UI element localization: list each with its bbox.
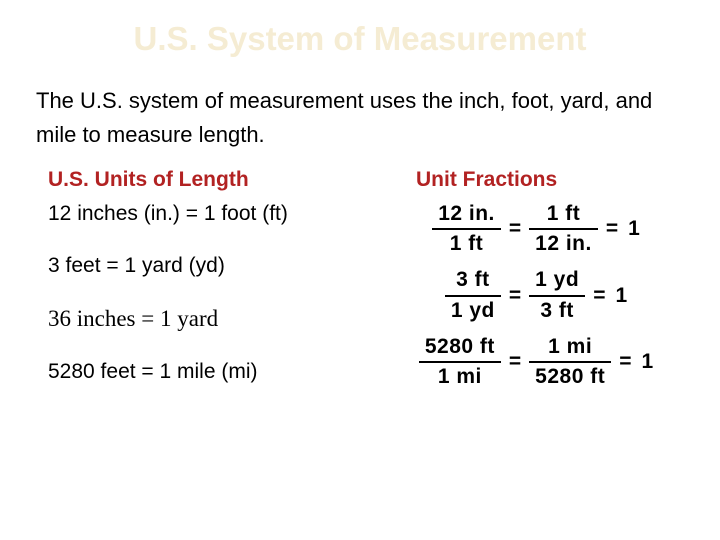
denominator: 1 mi bbox=[432, 365, 488, 389]
equals-sign: = bbox=[593, 284, 605, 308]
unit-line: 12 inches (in.) = 1 foot (ft) bbox=[48, 202, 388, 226]
fraction-bar bbox=[445, 295, 501, 297]
equals-sign: = bbox=[509, 217, 521, 241]
numerator: 1 ft bbox=[541, 202, 587, 226]
fraction: 5280 ft 1 mi bbox=[419, 335, 501, 389]
result: 1 bbox=[641, 350, 653, 374]
left-column: U.S. Units of Length 12 inches (in.) = 1… bbox=[48, 168, 388, 412]
equation-row: 3 ft 1 yd = 1 yd 3 ft = 1 bbox=[388, 268, 684, 322]
fraction-bar bbox=[529, 228, 598, 230]
right-column: Unit Fractions 12 in. 1 ft = 1 ft 12 in.… bbox=[388, 168, 684, 412]
numerator: 5280 ft bbox=[419, 335, 501, 359]
equation-row: 12 in. 1 ft = 1 ft 12 in. = 1 bbox=[388, 202, 684, 256]
equals-sign: = bbox=[509, 284, 521, 308]
unit-line: 36 inches = 1 yard bbox=[48, 306, 388, 332]
equals-sign: = bbox=[619, 350, 631, 374]
equation-row: 5280 ft 1 mi = 1 mi 5280 ft = 1 bbox=[388, 335, 684, 389]
result: 1 bbox=[615, 284, 627, 308]
fraction: 12 in. 1 ft bbox=[432, 202, 501, 256]
fraction: 1 yd 3 ft bbox=[529, 268, 585, 322]
denominator: 3 ft bbox=[534, 299, 580, 323]
fraction-bar bbox=[419, 361, 501, 363]
denominator: 1 ft bbox=[444, 232, 490, 256]
numerator: 1 mi bbox=[542, 335, 598, 359]
equals-sign: = bbox=[509, 350, 521, 374]
fraction-bar bbox=[529, 361, 611, 363]
intro-text: The U.S. system of measurement uses the … bbox=[0, 58, 720, 152]
content-columns: U.S. Units of Length 12 inches (in.) = 1… bbox=[0, 152, 720, 412]
units-heading: U.S. Units of Length bbox=[48, 168, 388, 192]
numerator: 3 ft bbox=[450, 268, 496, 292]
denominator: 1 yd bbox=[445, 299, 501, 323]
fractions-heading: Unit Fractions bbox=[388, 168, 684, 192]
numerator: 12 in. bbox=[432, 202, 501, 226]
fraction: 3 ft 1 yd bbox=[445, 268, 501, 322]
fraction-bar bbox=[529, 295, 585, 297]
equals-sign: = bbox=[606, 217, 618, 241]
denominator: 12 in. bbox=[529, 232, 598, 256]
fraction-bar bbox=[432, 228, 501, 230]
denominator: 5280 ft bbox=[529, 365, 611, 389]
page-title: U.S. System of Measurement bbox=[0, 0, 720, 58]
result: 1 bbox=[628, 217, 640, 241]
unit-line: 5280 feet = 1 mile (mi) bbox=[48, 360, 388, 384]
unit-line: 3 feet = 1 yard (yd) bbox=[48, 254, 388, 278]
fraction: 1 mi 5280 ft bbox=[529, 335, 611, 389]
numerator: 1 yd bbox=[529, 268, 585, 292]
fraction: 1 ft 12 in. bbox=[529, 202, 598, 256]
